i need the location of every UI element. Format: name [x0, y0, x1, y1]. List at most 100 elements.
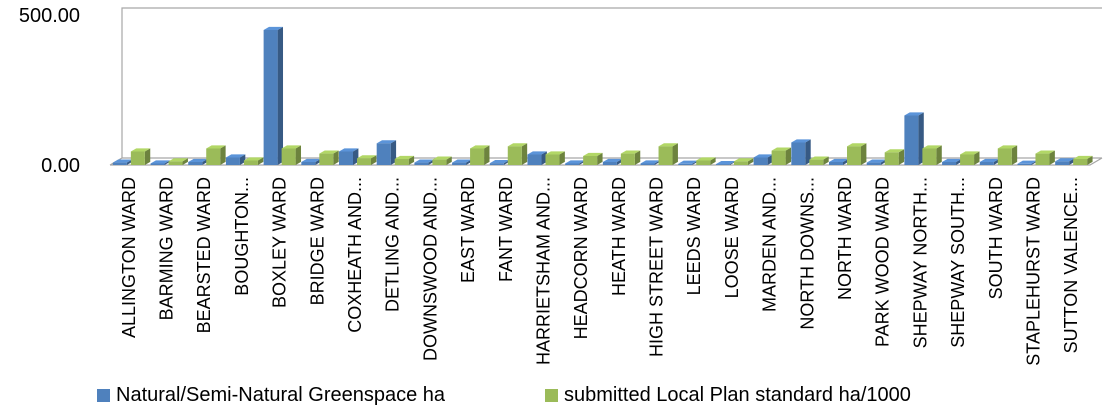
bar-greenspace [1017, 160, 1037, 165]
bar-face [484, 145, 490, 165]
bar-face [394, 155, 415, 159]
bar-face [220, 145, 226, 165]
bar-face [339, 148, 359, 152]
bar-face [130, 148, 151, 152]
bar-face [829, 158, 849, 162]
bar-face [257, 157, 264, 165]
bar-standard [470, 145, 490, 165]
bar-standard [394, 155, 415, 165]
bar-greenspace [904, 112, 924, 165]
x-tick-label: BARMING WARD [157, 177, 177, 320]
bar-face [559, 151, 565, 165]
bar-face [823, 156, 829, 165]
bar-greenspace [866, 159, 887, 165]
bar-face [565, 163, 580, 165]
y-tick-label: 500.00 [19, 5, 80, 27]
bar-face [672, 143, 678, 165]
bar-standard [243, 157, 264, 165]
bar-greenspace [979, 158, 1000, 165]
bar-face [225, 157, 240, 165]
bar-face [733, 158, 754, 162]
bar-face [733, 161, 748, 165]
x-tick-label: HARRIETSHAM AND... [533, 177, 553, 365]
bar-face [997, 145, 1018, 149]
bar-face [263, 30, 278, 165]
bar-standard [130, 148, 151, 165]
bar-chart: 0.00 500.00 ALLINGTON WARD BARMING WARD BEAR… [19, 5, 1103, 366]
bar-face [922, 145, 942, 149]
bar-face [960, 154, 975, 165]
bar-face [432, 159, 447, 165]
x-tick-label: HIGH STREET WARD [647, 177, 667, 357]
bar-face [545, 154, 560, 165]
legend: Natural/Semi-Natural Greenspace ha submi… [0, 384, 1109, 414]
bar-face [339, 151, 353, 165]
bar-face [658, 146, 673, 165]
bar-face [507, 143, 528, 147]
bar-face [112, 159, 133, 163]
bar-standard [432, 156, 452, 165]
bar-face [753, 157, 768, 165]
bar-face [565, 160, 585, 164]
bar-standard [960, 151, 980, 165]
x-tick-label: DOWNSWOOD AND... [420, 177, 440, 361]
bar-face [583, 156, 598, 165]
bar-standard [319, 150, 339, 165]
x-tick-label: NORTH WARD [835, 177, 855, 300]
bar-face [319, 153, 334, 165]
bar-face [112, 162, 127, 165]
legend-item-standard: submitted Local Plan standard ha/1000 [545, 384, 911, 407]
bar-face [295, 145, 302, 165]
x-tick-label: HEADCORN WARD [571, 177, 591, 339]
x-tick-label: FANT WARD [496, 177, 516, 282]
legend-item-greenspace: Natural/Semi-Natural Greenspace ha [97, 384, 445, 407]
bar-face [432, 156, 452, 160]
legend-swatch-blue [97, 389, 110, 402]
bar-standard [922, 145, 942, 165]
bar-face [470, 145, 490, 149]
bar-face [150, 163, 165, 165]
bar-face [470, 148, 485, 165]
bar-face [904, 115, 919, 165]
bar-face [489, 163, 504, 165]
bar-standard [507, 143, 528, 165]
bar-face [188, 158, 208, 162]
bar-greenspace [640, 160, 660, 165]
bar-face [1017, 163, 1032, 165]
bar-greenspace [452, 159, 472, 165]
bar-face [1055, 158, 1075, 162]
bar-face [521, 143, 528, 165]
bar-face [620, 150, 641, 154]
x-tick-label: COXHEATH AND... [345, 177, 365, 333]
bar-face [263, 26, 284, 30]
bar-standard [1073, 155, 1093, 165]
bar-face [847, 146, 861, 165]
legend-label-standard: submitted Local Plan standard ha/1000 [564, 384, 911, 406]
bar-greenspace [829, 158, 849, 165]
bar-face [130, 151, 145, 165]
x-tick-label: LOOSE WARD [722, 177, 742, 298]
bar-face [452, 159, 472, 163]
bar-face [829, 162, 843, 165]
legend-label-greenspace: Natural/Semi-Natural Greenspace ha [116, 384, 446, 406]
bar-face [936, 145, 942, 165]
bar-face [225, 154, 246, 158]
bar-face [658, 143, 678, 147]
bar-standard [545, 151, 565, 165]
bar-face [847, 143, 867, 147]
bar-standard [696, 157, 716, 165]
bar-face [376, 140, 397, 144]
bar-face [452, 162, 467, 165]
bar-face [319, 150, 339, 154]
bar-standard [206, 145, 226, 165]
bar-face [884, 149, 905, 153]
bar-face [281, 148, 296, 165]
bar-face [747, 158, 754, 165]
bar-greenspace [753, 154, 774, 165]
bar-face [168, 161, 183, 165]
bar-face [1087, 155, 1093, 165]
bar-greenspace [942, 158, 962, 165]
bar-greenspace [188, 158, 208, 165]
bar-face [168, 158, 188, 162]
bar-face [979, 158, 1000, 162]
